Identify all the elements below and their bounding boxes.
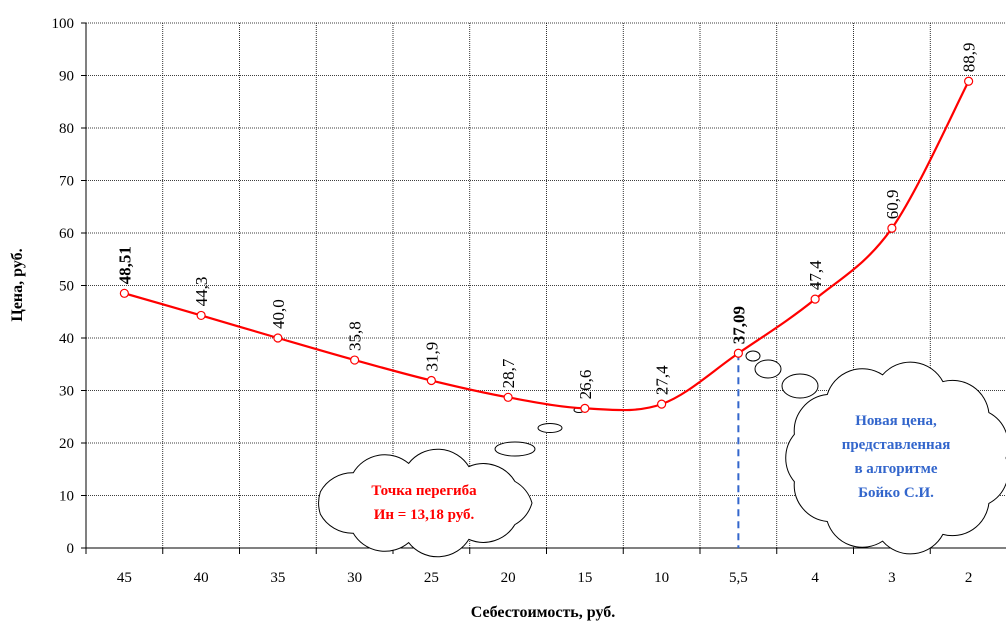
inflection-callout-line-2: Ин = 13,18 руб. [374,507,475,523]
x-tick-label: 20 [501,570,516,586]
y-tick-label: 30 [59,384,74,400]
x-tick-label: 30 [347,570,362,586]
inflection-callout-line-1: Точка перегиба [371,483,477,499]
data-label: 44,3 [192,277,211,307]
data-point [273,333,283,343]
data-point [657,399,667,409]
x-tick-label: 25 [424,570,439,586]
grid [86,22,1006,548]
data-label: 60,9 [883,190,902,220]
cloud-trail-bubble [745,350,761,362]
data-label: 26,6 [576,370,595,400]
x-tick-label: 15 [577,570,592,586]
y-tick-label: 80 [59,121,74,137]
data-label: 47,4 [806,260,825,290]
data-label: 88,9 [960,43,979,73]
data-point [426,375,436,386]
data-point [964,76,974,86]
x-tick-label: 4 [811,570,819,586]
cloud-trail-bubble [537,423,563,433]
y-tick-label: 20 [59,436,74,452]
data-label: 27,4 [653,365,672,395]
y-tick-label: 70 [59,174,74,190]
x-tick-labels: 45 40 35 30 25 20 15 10 5,5 4 3 2 [117,570,973,586]
new-price-callout-line-2: представленная [842,437,951,453]
y-tick-label: 50 [59,279,74,295]
data-label: 31,9 [422,342,441,372]
y-tick-label: 10 [59,489,74,505]
new-price-cloud-outline [785,361,1006,555]
x-tick-label: 3 [888,570,896,586]
axes [81,22,1006,554]
new-price-callout-line-4: Бойко С.И. [858,485,934,501]
series-price [119,76,974,548]
data-point [503,392,513,402]
y-tick-label: 100 [52,16,75,32]
x-tick-label: 5,5 [729,570,748,586]
data-label: 37,09 [729,306,748,344]
cloud-trail-bubble [494,441,536,457]
new-price-callout-line-1: Новая цена, [855,413,937,429]
data-point [119,288,129,298]
inflection-cloud [318,448,533,558]
data-point [350,355,360,365]
y-tick-label: 0 [67,541,75,557]
data-label: 48,51 [115,246,134,284]
cloud-trail-bubble [754,359,782,379]
new-price-callout-line-3: в алгоритме [854,461,937,477]
y-tick-labels: 0 10 20 30 40 50 60 70 80 90 100 [52,16,75,557]
data-point [196,310,206,321]
y-tick-label: 60 [59,226,74,242]
y-axis-title: Цена, руб. [9,248,26,321]
data-label: 35,8 [346,321,365,351]
x-tick-label: 40 [194,570,209,586]
cloud-trail-bubble [781,373,819,399]
data-point [733,348,743,358]
data-label: 28,7 [499,358,518,388]
x-tick-label: 2 [965,570,973,586]
new-price-cloud [785,361,1006,555]
callout-clouds [318,350,1006,558]
data-point [580,403,590,413]
x-tick-label: 45 [117,570,132,586]
data-point [810,294,820,304]
data-point [887,223,897,233]
x-tick-label: 10 [654,570,669,586]
x-axis-title: Себестоимость, руб. [471,604,616,621]
data-label: 40,0 [269,299,288,329]
data-labels: 48,51 44,3 40,0 35,8 31,9 28,7 26,6 27,4 37,09 47… [115,43,978,400]
y-tick-label: 40 [59,331,74,347]
inflection-cloud-outline [318,448,533,558]
y-tick-label: 90 [59,69,74,85]
x-tick-label: 35 [270,570,285,586]
